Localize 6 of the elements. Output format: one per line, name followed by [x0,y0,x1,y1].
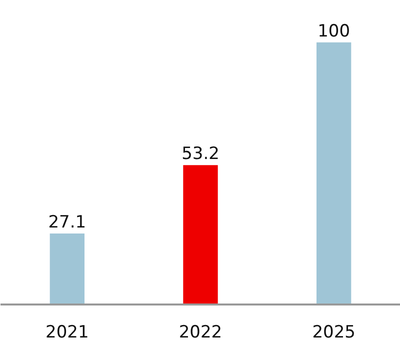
x-tick-label: 2022 [178,322,222,342]
x-tick-label: 2021 [46,322,89,342]
data-label: 53.2 [182,144,220,164]
data-label: 100 [318,21,350,42]
x-tick-label: 2025 [312,322,356,342]
data-label: 27.1 [48,212,86,232]
